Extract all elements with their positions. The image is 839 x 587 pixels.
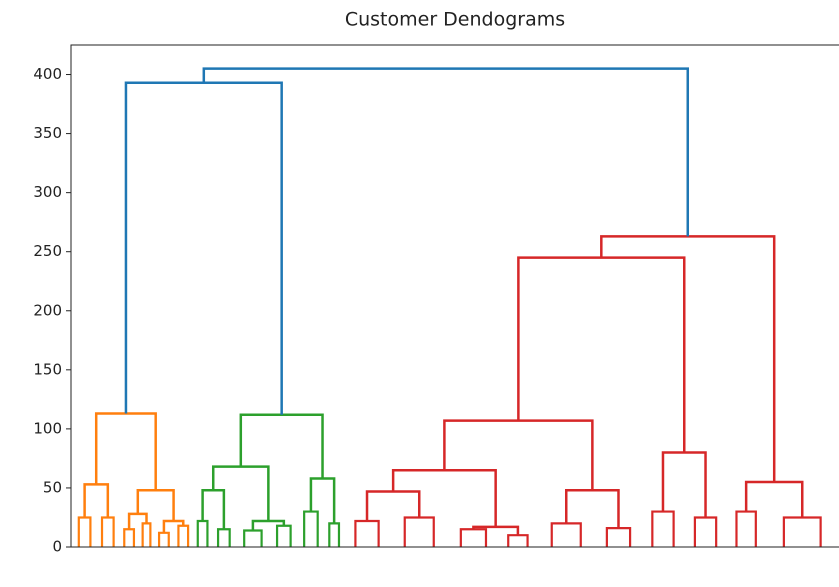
merge-link	[94, 412, 157, 491]
merge-link	[517, 256, 686, 453]
merge-link	[472, 525, 520, 536]
plot-frame	[70, 44, 839, 548]
cluster-link	[216, 528, 231, 547]
cluster-link	[507, 534, 529, 547]
merge-link	[443, 419, 594, 491]
cluster-link	[651, 510, 675, 547]
merge-link	[309, 477, 336, 524]
cluster-link	[328, 522, 341, 547]
merge-link	[136, 489, 175, 522]
cluster-link	[196, 519, 209, 547]
merge-link	[365, 490, 421, 522]
merge-link	[391, 468, 497, 527]
merge-link	[565, 489, 620, 529]
y-tick-label: 300	[33, 183, 62, 201]
y-tick-label: 0	[52, 538, 62, 556]
cluster-link	[782, 516, 822, 547]
y-tick-label: 250	[33, 242, 62, 260]
merge-link	[239, 413, 324, 479]
merge-link	[127, 512, 148, 530]
cluster-link	[459, 528, 488, 547]
cluster-link	[735, 510, 757, 547]
y-tick-label: 50	[43, 478, 62, 496]
cluster-link	[157, 531, 170, 547]
cluster-link	[77, 516, 92, 547]
merge-link	[211, 465, 270, 522]
merge-link	[162, 519, 185, 533]
cluster-link	[550, 522, 582, 547]
cluster-link	[354, 519, 380, 547]
y-tick-label: 150	[33, 360, 62, 378]
merge-link	[201, 489, 226, 530]
cluster-link	[141, 522, 152, 547]
y-tick-label: 100	[33, 419, 62, 437]
cluster-link	[243, 529, 263, 547]
merge-link	[661, 451, 707, 518]
cluster-link	[693, 516, 718, 547]
y-tick-label: 400	[33, 65, 62, 83]
cluster-link	[123, 528, 136, 547]
cluster-link	[100, 516, 115, 547]
merge-link	[600, 235, 776, 483]
y-tick-label: 350	[33, 124, 62, 142]
y-tick-label: 200	[33, 301, 62, 319]
merge-link	[83, 483, 110, 518]
chart-title: Customer Dendograms	[345, 9, 565, 31]
cluster-link	[177, 524, 190, 547]
cluster-link	[275, 524, 292, 547]
merge-link	[202, 67, 690, 237]
merge-link	[124, 81, 283, 415]
cluster-link	[403, 516, 435, 547]
cluster-link	[303, 510, 319, 547]
cluster-link	[605, 527, 632, 547]
